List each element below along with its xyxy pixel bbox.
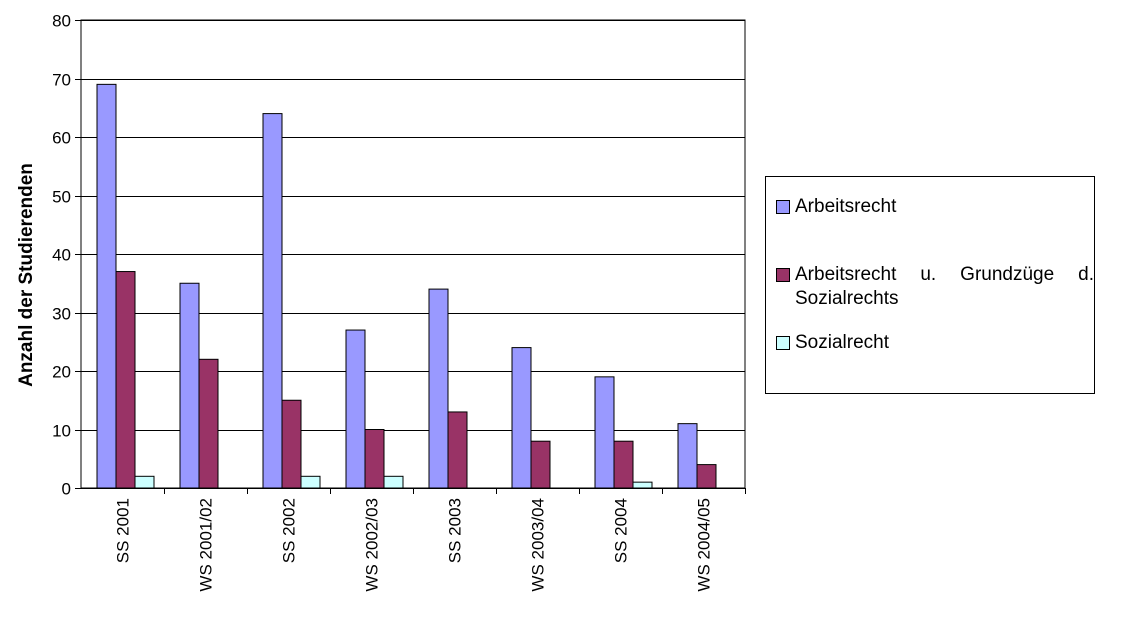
y-tick-label: 20 [52,363,71,382]
bar [530,440,551,489]
y-tick-label: 40 [52,246,71,265]
x-tick-label: SS 2003 [446,498,465,563]
y-tick-label: 0 [62,480,71,499]
y-tick-label: 70 [52,71,71,90]
y-axis-label: Anzahl der Studierenden [16,163,37,387]
x-tick-label: SS 2004 [612,498,631,563]
legend-swatch [776,268,790,282]
bar [281,399,302,489]
bar [447,411,468,489]
x-tick-label: WS 2002/03 [363,498,382,592]
bar [594,376,615,489]
legend-item-arbeitsrecht: Arbeitsrecht [776,195,896,219]
bar [345,329,366,489]
bar [677,423,698,489]
y-tick-label: 80 [52,12,71,31]
legend-label: Arbeitsrecht [795,196,897,217]
x-tick-label: WS 2001/02 [197,498,216,592]
y-tick-labels: 0 10 20 30 40 50 60 70 80 [52,12,71,499]
bar [115,271,136,489]
bar [632,481,653,489]
y-tick-label: 30 [52,305,71,324]
x-tick-labels: SS 2001 WS 2001/02 SS 2002 WS 2002/03 SS 200… [114,498,714,592]
bar [383,475,404,489]
legend-label: Sozialrecht [795,332,889,353]
bar [262,113,283,489]
axes [75,20,746,494]
legend-label: Arbeitsrecht u. Grundzüge d. Sozialrecht… [795,264,1094,309]
bar [300,475,321,489]
x-tick-label: SS 2001 [114,498,133,563]
x-tick-label: SS 2002 [280,498,299,563]
y-tick-label: 50 [52,188,71,207]
bar [613,440,634,489]
legend-item-sozialrecht: Sozialrecht [776,331,889,355]
x-tick-label: WS 2004/05 [695,498,714,592]
legend-item-arbeitsrecht-grundzuege: Arbeitsrecht u. Grundzüge d. Sozialrecht… [776,263,1094,311]
bar [511,347,532,489]
x-tick-label: WS 2003/04 [529,498,548,592]
bar [428,288,449,489]
bar [364,429,385,489]
bar [134,475,155,489]
legend: Arbeitsrecht Arbeitsrecht u. Grundzüge d… [765,176,1095,394]
bar [179,282,200,489]
bar [696,464,717,489]
y-tick-label: 10 [52,422,71,441]
y-tick-label: 60 [52,129,71,148]
legend-swatch [776,336,790,350]
bar [198,358,219,489]
legend-swatch [776,200,790,214]
bar [96,83,117,489]
